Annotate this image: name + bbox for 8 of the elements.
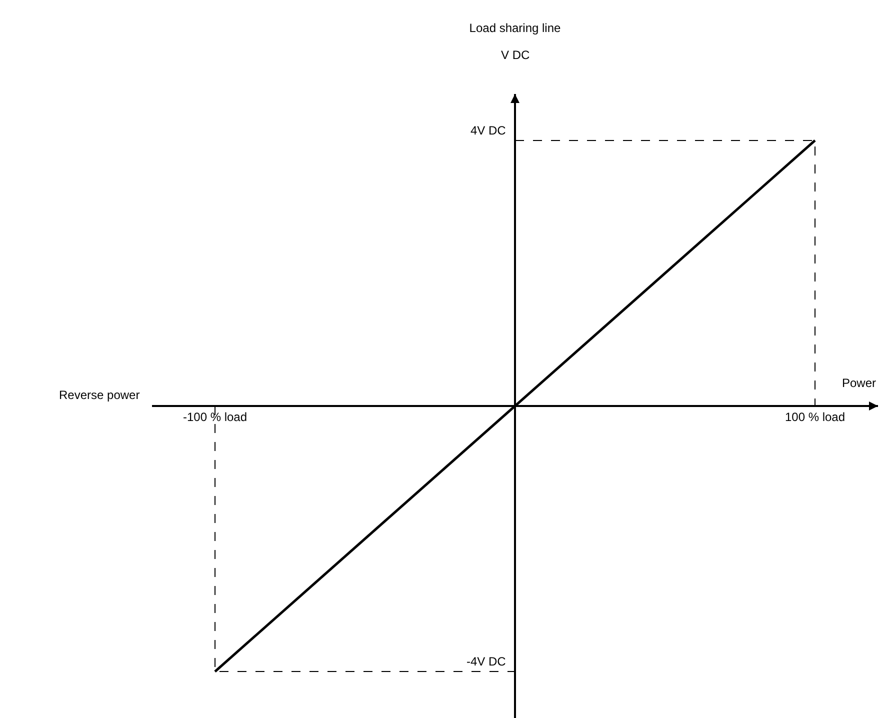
y-tick-label: 4V DC — [470, 124, 506, 138]
x-tick-label: -100 % load — [182, 410, 248, 424]
y-tick-label: -4V DC — [466, 654, 506, 669]
text: Reverse power — [59, 388, 140, 402]
chart-title: Load sharing line — [469, 21, 562, 36]
y-axis-title: V DC — [501, 48, 530, 62]
x-axis-title: Power — [842, 376, 876, 390]
x-tick-label: 100 % load — [784, 410, 846, 424]
